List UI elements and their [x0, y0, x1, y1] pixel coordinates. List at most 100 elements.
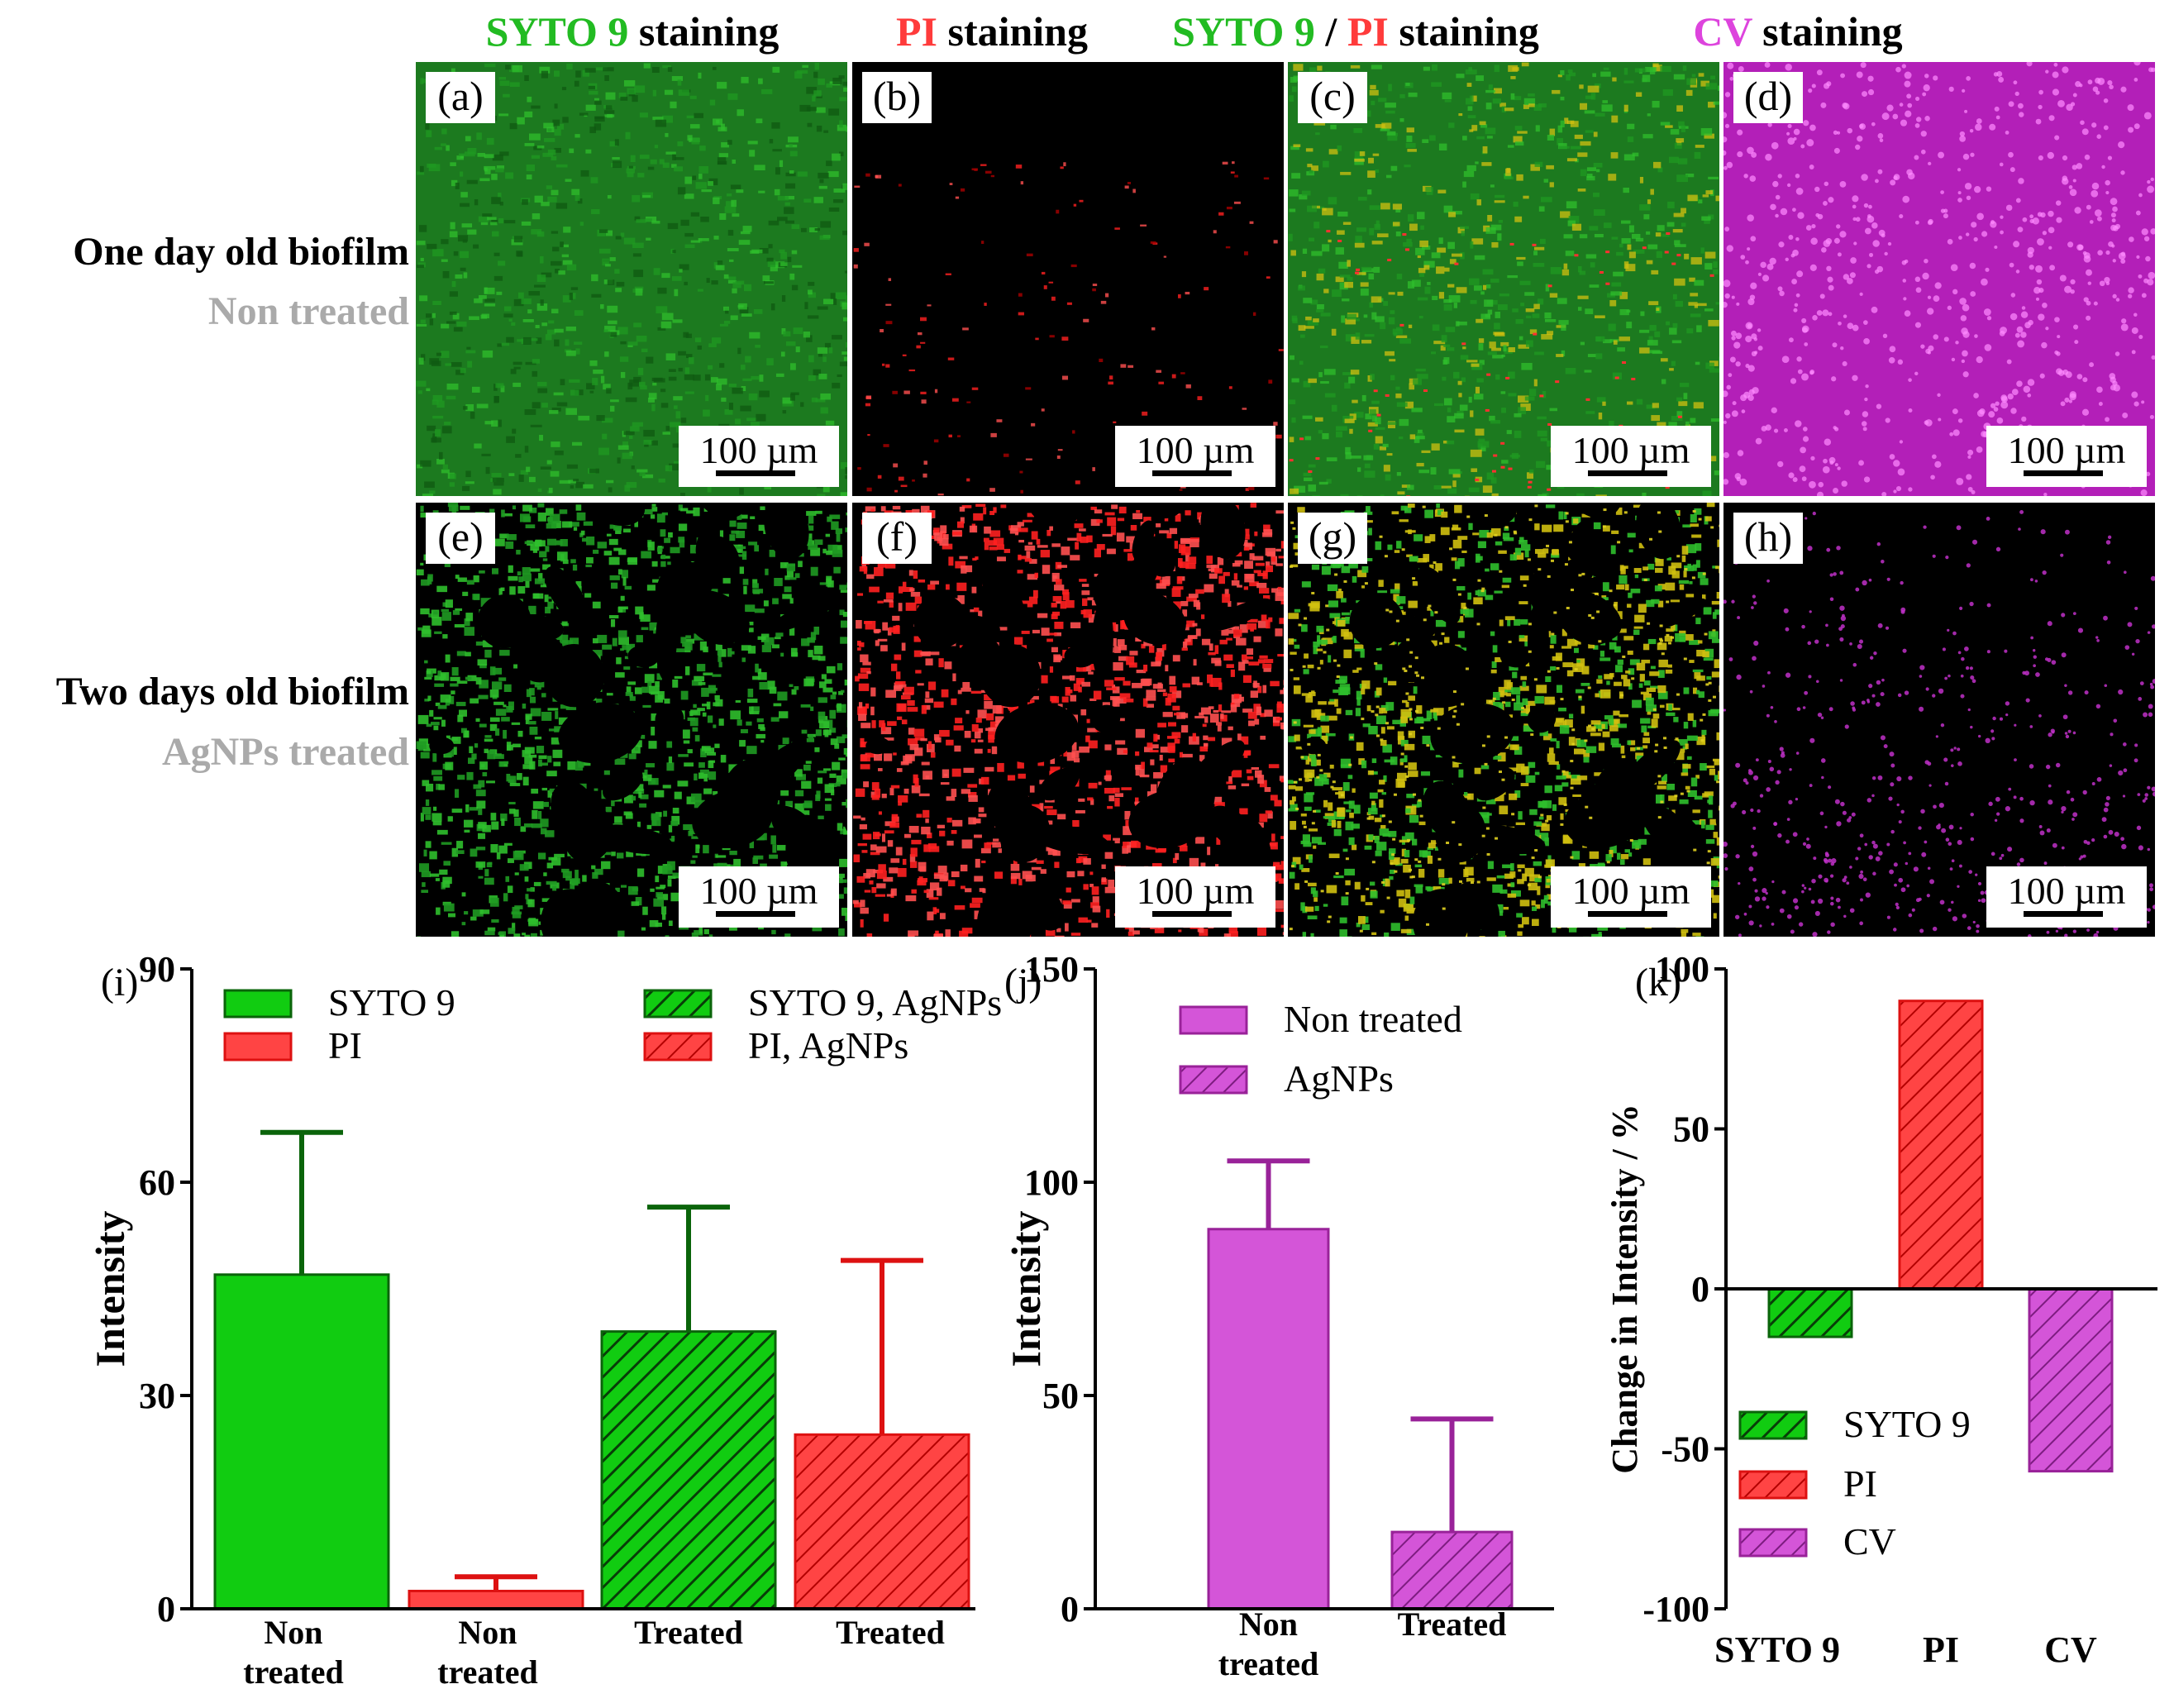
biofilm-speck [1336, 426, 1347, 431]
biofilm-mesh [1070, 899, 1080, 903]
biofilm-mesh [837, 663, 843, 670]
biofilm-speck [1648, 301, 1659, 306]
biofilm-mesh [531, 933, 537, 937]
biofilm-speck [1525, 308, 1535, 312]
biofilm-mesh [456, 680, 468, 685]
biofilm-mesh [420, 751, 430, 759]
biofilm-mesh [709, 760, 716, 763]
biofilm-mesh [838, 757, 846, 761]
biofilm-speck [1291, 86, 1297, 93]
biofilm-mesh [1228, 630, 1234, 634]
stain-speck [1031, 422, 1036, 427]
biofilm-speck [713, 197, 720, 204]
biofilm-speck [1369, 409, 1376, 416]
biofilm-mesh [982, 888, 986, 894]
biofilm-mesh [508, 575, 518, 581]
biofilm-mesh [837, 703, 841, 711]
scale-bar-line [1152, 470, 1232, 476]
biofilm-mesh [1070, 933, 1081, 936]
biofilm-mesh [594, 868, 603, 875]
cv-dot [1928, 161, 1932, 166]
cv-dot [1995, 115, 2000, 120]
biofilm-mesh [657, 690, 665, 700]
biofilm-speck [1458, 393, 1462, 398]
biofilm-mesh [1127, 845, 1131, 853]
cv-dot [2101, 165, 2105, 169]
biofilm-speck [782, 397, 792, 404]
cv-dot [1751, 151, 1757, 158]
biofilm-mesh [1275, 548, 1281, 552]
biofilm-mesh [1118, 656, 1128, 661]
cv-dot [1832, 342, 1838, 348]
biofilm-mesh [1209, 713, 1219, 723]
biofilm-mesh [420, 813, 424, 822]
biofilm-speck [467, 147, 477, 155]
biofilm-speck [439, 451, 443, 460]
biofilm-mesh [840, 589, 847, 593]
cv-dot [1984, 344, 1992, 351]
cv-dot [2068, 185, 2073, 189]
biofilm-mesh [442, 634, 448, 639]
cv-dot [1914, 371, 1919, 376]
biofilm-speck [759, 375, 764, 382]
biofilm-mesh [531, 823, 542, 828]
micrograph-image [852, 503, 1284, 937]
biofilm-speck [604, 74, 609, 81]
biofilm-speck [555, 269, 560, 274]
biofilm-speck [719, 363, 725, 368]
stain-speck [1041, 271, 1046, 274]
biofilm-speck [740, 365, 746, 370]
biofilm-speck [495, 168, 504, 173]
biofilm-speck [592, 378, 598, 385]
biofilm-mesh [636, 868, 645, 877]
biofilm-speck [1577, 295, 1589, 299]
biofilm-speck [528, 133, 541, 141]
biofilm-speck [1405, 142, 1416, 148]
biofilm-mesh [983, 507, 987, 515]
stain-speck [900, 484, 908, 488]
biofilm-speck [1326, 457, 1337, 461]
biofilm-speck [474, 443, 482, 449]
biofilm-void [695, 520, 718, 561]
biofilm-mesh [529, 688, 535, 696]
biofilm-void [603, 767, 643, 801]
biofilm-mesh [1105, 770, 1111, 780]
biofilm-speck [1337, 211, 1348, 217]
biofilm-speck [1480, 313, 1491, 320]
biofilm-mesh [832, 761, 841, 771]
pi-speck [1373, 389, 1378, 393]
biofilm-mesh [1228, 785, 1237, 790]
biofilm-speck [1367, 189, 1372, 195]
biofilm-mesh [751, 706, 760, 713]
biofilm-mesh [455, 789, 460, 798]
cv-dot [1747, 146, 1754, 155]
biofilm-mesh [651, 813, 660, 821]
biofilm-speck [1492, 98, 1502, 104]
biofilm-speck [1623, 154, 1635, 161]
biofilm-mesh [1090, 518, 1100, 527]
biofilm-speck [1392, 222, 1400, 227]
cv-dot [1855, 144, 1861, 150]
panel-label-box [426, 72, 495, 123]
biofilm-speck [1367, 170, 1375, 178]
biofilm-speck [1361, 266, 1372, 271]
biofilm-mesh [528, 605, 536, 614]
biofilm-speck [1488, 84, 1493, 90]
biofilm-speck [1385, 103, 1396, 108]
biofilm-mesh [1160, 747, 1170, 753]
biofilm-mesh [509, 809, 516, 814]
cv-dot [1981, 278, 1988, 286]
stain-speck [1066, 302, 1072, 305]
biofilm-mesh [425, 783, 434, 792]
cv-dot [2120, 258, 2126, 264]
biofilm-mesh [1280, 599, 1284, 605]
biofilm-mesh [450, 676, 460, 681]
biofilm-speck [1369, 302, 1373, 308]
biofilm-mesh [846, 804, 847, 813]
cv-dot [2128, 293, 2133, 298]
biofilm-speck [1311, 250, 1323, 256]
biofilm-mesh [748, 627, 754, 632]
biofilm-mesh [1172, 857, 1177, 864]
biofilm-speck [1672, 322, 1678, 328]
biofilm-mesh [627, 681, 636, 685]
